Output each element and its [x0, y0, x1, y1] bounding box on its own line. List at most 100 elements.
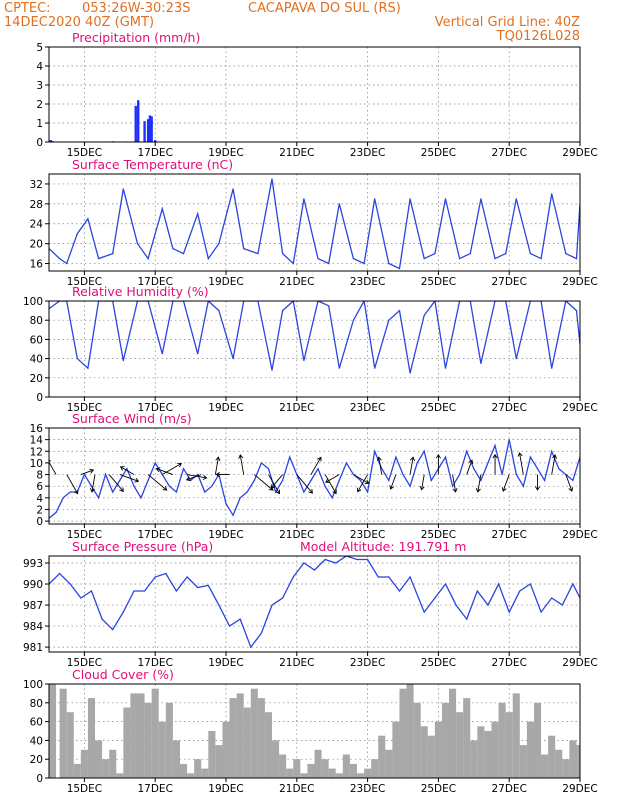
data-point [140, 497, 142, 499]
data-point [246, 491, 248, 493]
data-point [558, 468, 560, 470]
x-tick-label: 25DEC [421, 657, 456, 669]
cloud-bar [87, 698, 96, 778]
data-point [494, 257, 496, 260]
data-point [76, 233, 78, 235]
wind-arrow [353, 474, 369, 484]
wind-arrow-head [535, 486, 541, 491]
data-point [289, 456, 291, 458]
x-tick-label: 21DEC [279, 147, 314, 159]
data-point [197, 353, 199, 355]
data-point [515, 358, 517, 360]
data-point [352, 257, 355, 260]
data-point [182, 252, 185, 255]
panel-5: Cloud Cover (%) 0 20 40 60 80 100 15DEC 17DEC 19D… [23, 667, 598, 795]
data-point [317, 468, 319, 470]
panel-title: Surface Wind (m/s) [72, 411, 192, 426]
x-tick-label: 23DEC [350, 402, 385, 414]
data-point [444, 456, 447, 458]
cloud-bar [406, 684, 414, 778]
header-coords: 053:26W-30:23S [82, 1, 190, 16]
data-point [271, 369, 273, 371]
wind-arrow [421, 474, 425, 490]
y-tick-label: 20 [30, 754, 43, 766]
wind-arrow-head [275, 489, 281, 495]
data-point [352, 319, 355, 321]
cloud-bar [158, 721, 166, 778]
data-point [575, 310, 578, 312]
wind-arrow [296, 474, 313, 494]
data-point [197, 586, 199, 589]
wind-arrow-head [185, 476, 191, 482]
y-tick-label: 990 [23, 579, 43, 591]
y-tick-label: 80 [30, 698, 43, 710]
data-point [374, 450, 376, 452]
data-point [367, 491, 369, 493]
x-tick-label: 17DEC [137, 276, 172, 288]
x-tick-label: 17DEC [137, 529, 172, 541]
data-point [444, 583, 447, 585]
cloud-bar [123, 707, 131, 778]
wind-arrow-head [419, 485, 425, 491]
cloud-bar [151, 688, 159, 778]
x-tick-label: 23DEC [350, 276, 385, 288]
wind-arrow [147, 474, 167, 491]
series-group [49, 556, 580, 649]
data-point [480, 198, 482, 200]
data-point [197, 473, 199, 476]
x-tick-label: 23DEC [350, 783, 385, 795]
data-point [476, 590, 478, 592]
y-tick-label: 32 [30, 179, 43, 191]
data-point [423, 450, 425, 452]
cloud-bar [349, 763, 357, 778]
x-tick-label: 15DEC [67, 402, 102, 414]
wind-arrow [186, 474, 202, 481]
cloud-bar [356, 773, 365, 778]
data-point [338, 367, 340, 369]
y-tick-label: 20 [30, 239, 43, 251]
y-tick-label: 100 [23, 679, 43, 691]
cloud-bar [371, 759, 379, 778]
cloud-bar [427, 735, 435, 778]
wind-arrow [452, 474, 457, 492]
wind-arrow [162, 463, 182, 475]
data-point [544, 479, 546, 481]
y-tick-label: 984 [23, 621, 43, 633]
data-point [69, 491, 71, 493]
wind-arrow-head [215, 456, 221, 462]
wind-arrow-head [155, 467, 161, 472]
cloud-bar [335, 773, 343, 778]
x-tick-label: 25DEC [421, 529, 456, 541]
wind-arrow-head [238, 454, 244, 459]
data-point [388, 262, 390, 265]
data-point [331, 497, 333, 499]
data-point [345, 462, 347, 464]
x-tick-label: 15DEC [67, 657, 102, 669]
data-point [522, 485, 524, 487]
data-point [328, 305, 330, 307]
data-point [126, 468, 128, 470]
data-point [207, 257, 209, 260]
wind-arrow [156, 468, 174, 475]
cloud-bar [498, 702, 506, 778]
series-line [49, 301, 580, 374]
cloud-bar [342, 754, 350, 778]
precip-bar [150, 116, 153, 142]
data-point [508, 439, 510, 441]
data-point [487, 462, 489, 464]
cloud-bar [548, 735, 556, 778]
x-tick-label: 19DEC [208, 147, 243, 159]
series-group [49, 178, 580, 270]
wind-arrow-head [119, 466, 125, 471]
data-point [228, 625, 231, 627]
data-point [487, 604, 489, 606]
x-tick-label: 21DEC [279, 529, 314, 541]
data-point [398, 310, 401, 312]
wind-arrow [378, 457, 383, 475]
x-tick-label: 21DEC [279, 657, 314, 669]
data-point [87, 218, 89, 220]
data-point [388, 319, 390, 321]
data-point [161, 208, 163, 210]
data-point [175, 491, 178, 493]
